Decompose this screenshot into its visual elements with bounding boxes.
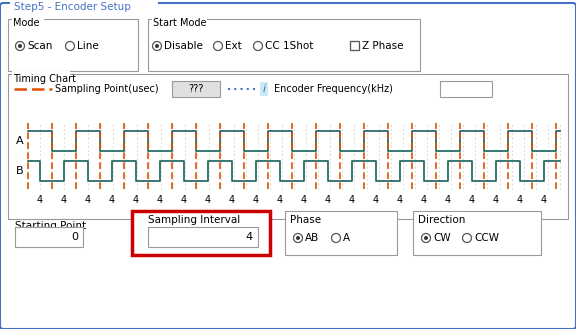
FancyBboxPatch shape <box>8 74 568 219</box>
Text: CW: CW <box>433 233 450 243</box>
Text: Line: Line <box>77 41 98 51</box>
Text: 4: 4 <box>109 195 115 205</box>
Text: 4: 4 <box>349 195 355 205</box>
Circle shape <box>332 234 340 242</box>
Circle shape <box>463 234 472 242</box>
FancyBboxPatch shape <box>413 211 541 255</box>
Text: 4: 4 <box>229 195 235 205</box>
Text: Mode: Mode <box>13 18 40 28</box>
Text: 4: 4 <box>421 195 427 205</box>
Text: ???: ??? <box>188 84 204 94</box>
Text: Scan: Scan <box>27 41 52 51</box>
Text: 4: 4 <box>246 232 253 242</box>
Circle shape <box>253 41 263 50</box>
Text: 4: 4 <box>301 195 307 205</box>
Circle shape <box>155 44 159 48</box>
FancyBboxPatch shape <box>8 19 138 71</box>
Bar <box>15 227 83 247</box>
Circle shape <box>214 41 222 50</box>
Circle shape <box>424 236 428 240</box>
Text: Starting Point: Starting Point <box>15 221 86 231</box>
Text: Start Mode: Start Mode <box>153 18 207 28</box>
Text: 4: 4 <box>61 195 67 205</box>
FancyBboxPatch shape <box>0 3 576 329</box>
Circle shape <box>16 41 25 50</box>
Text: B: B <box>16 166 24 176</box>
Bar <box>172 81 220 97</box>
Text: 4: 4 <box>37 195 43 205</box>
Text: 4: 4 <box>205 195 211 205</box>
Circle shape <box>18 44 22 48</box>
Bar <box>440 81 492 97</box>
Text: CCW: CCW <box>474 233 499 243</box>
Text: Encoder Frequency(kHz): Encoder Frequency(kHz) <box>274 84 393 94</box>
Text: 4: 4 <box>325 195 331 205</box>
Text: Z Phase: Z Phase <box>362 41 404 51</box>
Text: A: A <box>16 136 24 146</box>
Circle shape <box>153 41 161 50</box>
Text: 4: 4 <box>253 195 259 205</box>
Text: 4: 4 <box>517 195 523 205</box>
Text: 4: 4 <box>157 195 163 205</box>
Bar <box>10 0 158 8</box>
Circle shape <box>66 41 74 50</box>
Text: Sampling Point(usec): Sampling Point(usec) <box>55 84 158 94</box>
Text: Direction: Direction <box>418 215 465 225</box>
Text: Step5 - Encoder Setup: Step5 - Encoder Setup <box>14 2 131 12</box>
FancyBboxPatch shape <box>148 19 420 71</box>
Text: AB: AB <box>305 233 319 243</box>
Text: 4: 4 <box>133 195 139 205</box>
Text: Ext: Ext <box>225 41 242 51</box>
Text: Sampling Interval: Sampling Interval <box>148 215 240 225</box>
Text: 4: 4 <box>85 195 91 205</box>
Circle shape <box>294 234 302 242</box>
FancyBboxPatch shape <box>285 211 397 255</box>
Text: A: A <box>343 233 350 243</box>
Text: 4: 4 <box>445 195 451 205</box>
Circle shape <box>296 236 300 240</box>
Bar <box>417 212 465 218</box>
Bar <box>148 227 258 247</box>
Text: 4: 4 <box>397 195 403 205</box>
Bar <box>12 71 70 77</box>
Text: Disable: Disable <box>164 41 203 51</box>
Text: 4: 4 <box>541 195 547 205</box>
Text: 4: 4 <box>493 195 499 205</box>
Text: 4: 4 <box>181 195 187 205</box>
Bar <box>152 15 207 21</box>
Text: Timing Chart: Timing Chart <box>13 74 76 84</box>
Text: i: i <box>263 84 266 94</box>
Circle shape <box>422 234 430 242</box>
Bar <box>12 15 44 21</box>
Text: 4: 4 <box>277 195 283 205</box>
Text: CC 1Shot: CC 1Shot <box>265 41 313 51</box>
Text: 4: 4 <box>469 195 475 205</box>
Bar <box>132 211 270 255</box>
Text: 0: 0 <box>71 232 78 242</box>
Text: Phase: Phase <box>290 215 321 225</box>
Bar <box>350 41 359 50</box>
Bar <box>289 212 317 218</box>
Text: 4: 4 <box>373 195 379 205</box>
